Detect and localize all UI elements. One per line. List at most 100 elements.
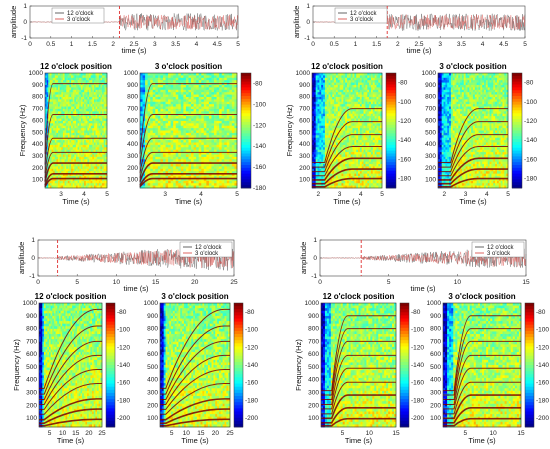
x-tick-label: 4 bbox=[82, 191, 86, 198]
spectrogram-cell bbox=[219, 87, 223, 91]
spectrogram-cell bbox=[71, 178, 74, 182]
spectrogram-cell bbox=[193, 164, 197, 167]
spectrogram-cell bbox=[93, 142, 96, 146]
spectrogram-cell bbox=[51, 77, 54, 81]
spectrogram-cell bbox=[183, 159, 187, 162]
spectrogram-cell bbox=[201, 144, 205, 148]
spectrogram-cell bbox=[105, 130, 108, 134]
spectrogram-cell bbox=[53, 73, 56, 76]
spectrogram-cell bbox=[46, 108, 49, 112]
spectrogram-cell bbox=[188, 164, 192, 167]
spectrogram-cell bbox=[58, 137, 61, 141]
y-tick-label: 900 bbox=[127, 82, 138, 89]
spectrogram-cell bbox=[48, 75, 51, 79]
spectrogram-cell bbox=[170, 96, 174, 100]
spectrogram-cell bbox=[330, 185, 333, 189]
spectrogram-cell bbox=[102, 75, 105, 79]
spectrogram-cell bbox=[79, 87, 82, 91]
spectrogram-cell bbox=[170, 173, 174, 177]
spectrogram-cell bbox=[64, 101, 67, 105]
spectrogram-cell bbox=[198, 73, 202, 76]
spectrogram-cell bbox=[152, 120, 156, 124]
spectrogram-cell bbox=[341, 120, 344, 124]
spectrogram-cell bbox=[347, 152, 350, 155]
spectrogram-cell bbox=[185, 178, 189, 182]
spectrogram-cell bbox=[198, 180, 202, 184]
x-tick-label: 0 bbox=[311, 41, 315, 48]
spectrogram-cell bbox=[105, 147, 108, 151]
spectrogram-cell bbox=[319, 176, 322, 179]
spectrogram-cell bbox=[48, 161, 51, 165]
spectrogram-cell bbox=[203, 113, 207, 117]
y-tick-label: 1 bbox=[31, 237, 35, 244]
spectrogram-cell bbox=[315, 101, 318, 105]
spectrogram-cell bbox=[196, 176, 200, 179]
spectrogram-cell bbox=[62, 185, 65, 189]
spectrogram-cell bbox=[221, 154, 225, 158]
spectrogram-cell bbox=[74, 168, 77, 172]
spectrogram-cell bbox=[165, 77, 169, 81]
spectrogram-cell bbox=[145, 77, 149, 81]
spectrogram-cell bbox=[54, 132, 57, 136]
spectrogram-cell bbox=[219, 101, 223, 105]
spectrogram-cell bbox=[105, 128, 108, 131]
spectrogram-cell bbox=[348, 92, 352, 95]
spectrogram-cell bbox=[85, 176, 88, 179]
spectrogram-cell bbox=[66, 73, 69, 76]
spectrogram-cell bbox=[339, 142, 342, 146]
spectrogram-cell bbox=[178, 87, 182, 91]
spectrogram-cell bbox=[231, 135, 235, 139]
spectrogram-cell bbox=[62, 104, 65, 107]
spectrogram-cell bbox=[196, 168, 200, 172]
spectrogram-cell bbox=[324, 120, 328, 124]
spectrogram-cell bbox=[61, 135, 64, 139]
spectrogram-cell bbox=[226, 120, 230, 124]
spectrogram-cell bbox=[84, 111, 87, 115]
spectrogram-cell bbox=[92, 125, 95, 129]
spectrogram-cell bbox=[335, 118, 339, 122]
spectrogram-cell bbox=[183, 144, 187, 148]
spectrogram-cell bbox=[188, 108, 192, 112]
spectrogram-cell bbox=[168, 113, 171, 117]
spectrogram-cell bbox=[152, 99, 156, 103]
spectrogram-cell bbox=[216, 77, 220, 81]
spectrogram-cell bbox=[317, 87, 320, 91]
spectrogram-cell bbox=[312, 173, 315, 177]
spectrogram-cell bbox=[323, 144, 326, 148]
spectrogram-cell bbox=[93, 132, 96, 136]
spectrogram-cell bbox=[335, 82, 339, 86]
spectrogram-cell bbox=[334, 104, 337, 107]
spectrogram-cell bbox=[337, 144, 340, 148]
spectrogram-cell bbox=[173, 123, 177, 127]
spectrogram-cell bbox=[93, 164, 96, 167]
spectrogram-cell bbox=[87, 92, 90, 95]
spectrogram-cell bbox=[343, 171, 346, 174]
spectrogram-cell bbox=[341, 164, 344, 167]
spectrogram-cell bbox=[59, 132, 62, 136]
spectrogram-cell bbox=[98, 108, 101, 112]
spectrogram-cell bbox=[61, 154, 64, 158]
spectrogram-cell bbox=[97, 156, 100, 160]
spectrogram-cell bbox=[103, 154, 106, 158]
spectrogram-cell bbox=[188, 130, 192, 134]
spectrogram-cell bbox=[53, 113, 56, 117]
spectrogram-cell bbox=[173, 142, 177, 146]
spectrogram-cell bbox=[180, 75, 184, 79]
spectrogram-cell bbox=[229, 154, 233, 158]
legend-box bbox=[471, 241, 525, 258]
spectrogram-cell bbox=[165, 101, 169, 105]
spectrogram-cell bbox=[332, 101, 335, 105]
spectrogram-cell bbox=[79, 123, 82, 127]
spectrogram-cell bbox=[46, 166, 49, 170]
spectrogram-cell bbox=[347, 84, 350, 88]
spectrogram-cell bbox=[170, 156, 174, 160]
spectrogram-cell bbox=[160, 96, 164, 100]
legend-entry: 12 o'clock bbox=[350, 11, 377, 17]
spectrogram-cell bbox=[211, 128, 215, 131]
spectrogram-cell bbox=[231, 154, 235, 158]
spectrogram-cell bbox=[48, 106, 51, 110]
spectrogram-cell bbox=[323, 130, 326, 134]
spectrogram-cell bbox=[95, 84, 98, 88]
spectrogram-cell bbox=[56, 171, 59, 174]
spectrogram-cell bbox=[98, 77, 101, 81]
